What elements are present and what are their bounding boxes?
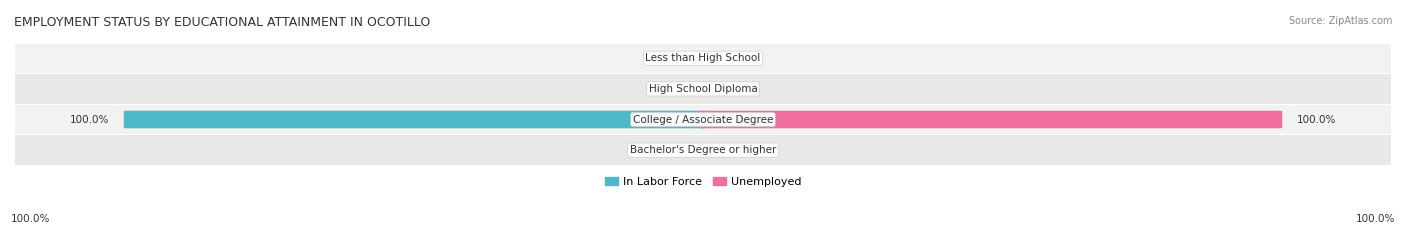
Text: 100.0%: 100.0% — [1298, 114, 1337, 124]
Bar — [15, 105, 1391, 134]
Text: 0.0%: 0.0% — [645, 145, 672, 155]
Text: 100.0%: 100.0% — [11, 214, 51, 224]
FancyBboxPatch shape — [699, 111, 1282, 128]
Bar — [15, 44, 1391, 73]
Text: 0.0%: 0.0% — [734, 84, 761, 94]
Legend: In Labor Force, Unemployed: In Labor Force, Unemployed — [605, 177, 801, 187]
Text: Bachelor's Degree or higher: Bachelor's Degree or higher — [630, 145, 776, 155]
Text: 0.0%: 0.0% — [645, 84, 672, 94]
Text: Less than High School: Less than High School — [645, 53, 761, 63]
Bar — [15, 74, 1391, 104]
Bar — [15, 135, 1391, 165]
Text: High School Diploma: High School Diploma — [648, 84, 758, 94]
Text: College / Associate Degree: College / Associate Degree — [633, 114, 773, 124]
Text: 0.0%: 0.0% — [734, 145, 761, 155]
Text: EMPLOYMENT STATUS BY EDUCATIONAL ATTAINMENT IN OCOTILLO: EMPLOYMENT STATUS BY EDUCATIONAL ATTAINM… — [14, 16, 430, 29]
Text: 100.0%: 100.0% — [1355, 214, 1395, 224]
Text: 100.0%: 100.0% — [69, 114, 108, 124]
Text: Source: ZipAtlas.com: Source: ZipAtlas.com — [1288, 16, 1392, 26]
FancyBboxPatch shape — [124, 111, 707, 128]
Text: 0.0%: 0.0% — [645, 53, 672, 63]
Text: 0.0%: 0.0% — [734, 53, 761, 63]
